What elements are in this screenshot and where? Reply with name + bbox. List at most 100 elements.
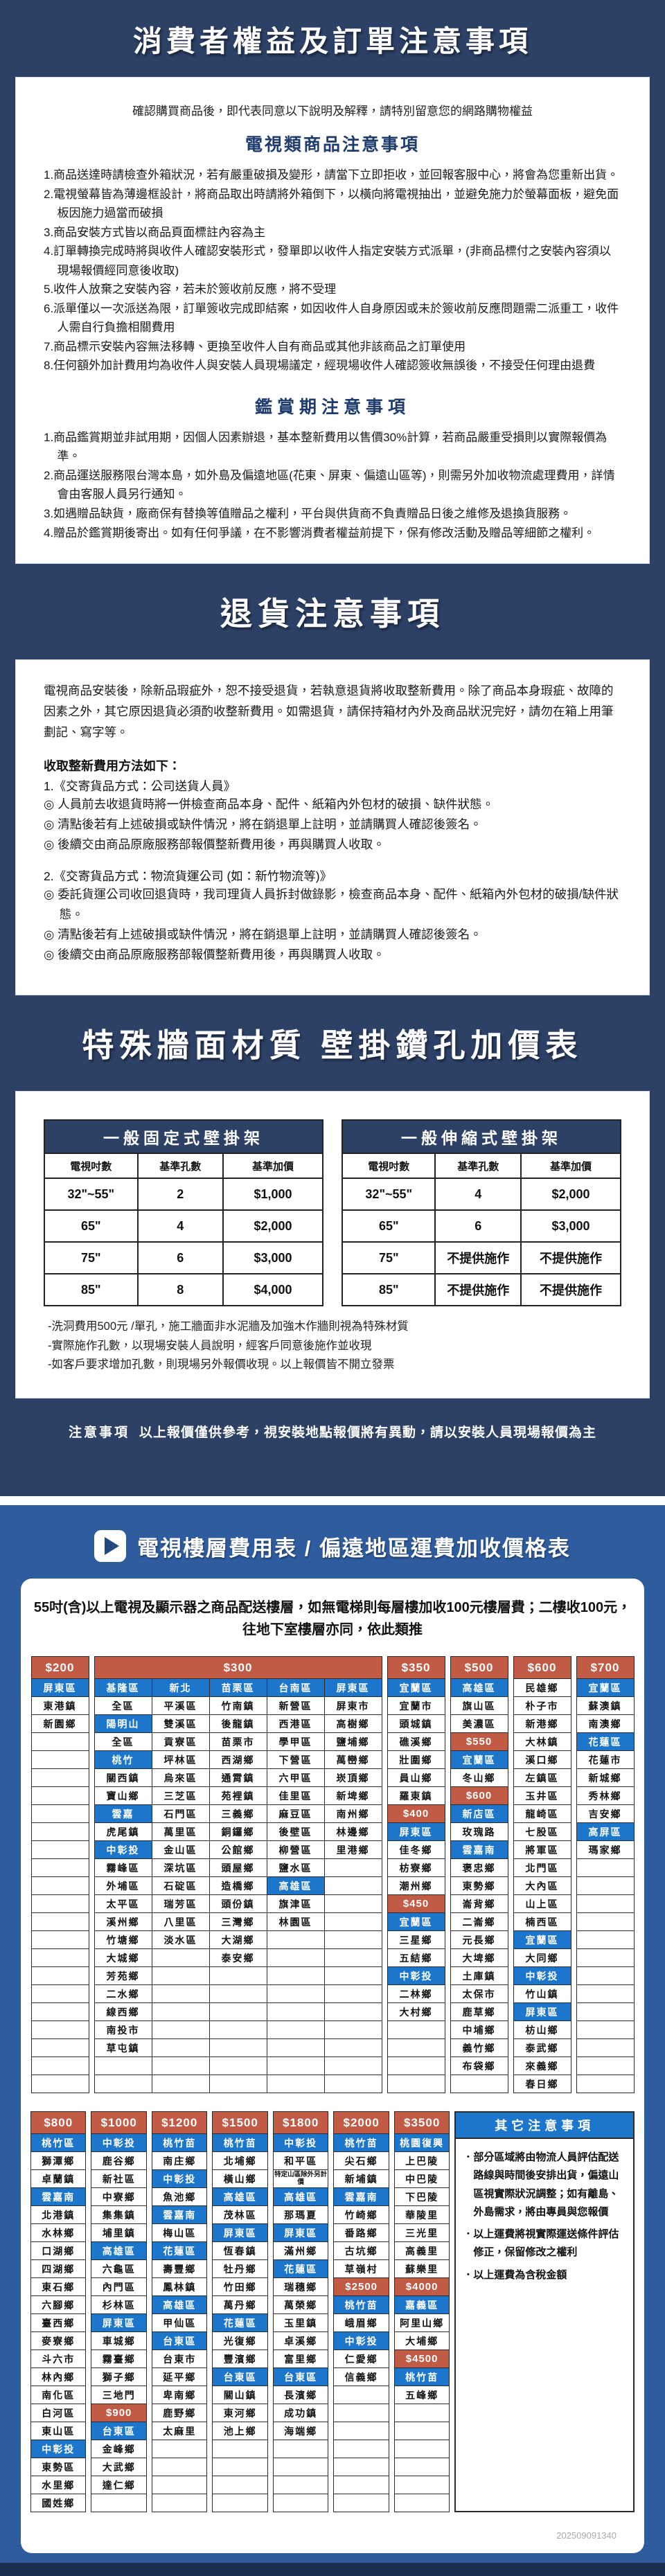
- fee-town-cell: 東山區: [30, 2422, 87, 2441]
- fee-town-cell: 牡丹鄉: [212, 2259, 268, 2279]
- fee-town-cell: 冬山鄉: [450, 1768, 508, 1788]
- fee-empty-cell: [323, 2020, 382, 2040]
- fee-region-cell: 高雄區: [212, 2187, 268, 2207]
- fee-town-cell: 六甲區: [266, 1768, 325, 1788]
- fee-town-cell: 布袋鄉: [450, 2057, 508, 2076]
- fee-town-cell: 台東市: [151, 2350, 208, 2369]
- refurbish-fee-heading: 收取整新費用方法如下：: [44, 759, 181, 774]
- fee-town-cell: 芳苑鄉: [94, 1966, 152, 1986]
- fee-town-cell: 大林鎮: [513, 1732, 571, 1752]
- play-triangle-icon: [105, 1537, 120, 1556]
- fee-region-cell: 中彰投: [272, 2133, 329, 2153]
- fee-empty-cell: [266, 1984, 325, 2004]
- fee-empty-cell: [266, 2057, 325, 2076]
- fee-empty-cell: [450, 2075, 508, 2094]
- fee-town-cell: 尖石鄉: [333, 2151, 389, 2171]
- fee-region-cell: 桃竹苗: [151, 2133, 208, 2153]
- fee-town-cell: 溪州鄉: [94, 1912, 152, 1932]
- fee-town-cell: 林內鄉: [30, 2368, 87, 2387]
- shipping-title-row: 電視樓層費用表 / 偏遠地區運費加收價格表: [0, 1505, 665, 1579]
- section-consumer-rights: 消費者權益及訂單注意事項 確認購買商品後，即代表同意以下說明及解釋，請特別留意您…: [0, 0, 665, 565]
- return-policy-box: 電視商品安裝後，除新品瑕疵外，恕不接受退貨，若執意退貨將收取整新費用。除了商品本…: [15, 659, 650, 996]
- wallmount-footnotes: -洗洞費用500元 /單孔，施工牆面非水泥牆及加強木作牆則視為特殊材質 -實際施作…: [48, 1317, 621, 1374]
- fee-empty-cell: [393, 2404, 450, 2423]
- fee-town-cell: 全區: [94, 1732, 152, 1752]
- fee-town-cell: 瑪家鄉: [576, 1840, 635, 1860]
- column-header: 基準加價: [520, 1153, 621, 1180]
- fee-town-cell: 大埤鄉: [450, 1948, 508, 1968]
- fee-town-cell: 草嶺村: [333, 2259, 389, 2279]
- fee-group-table: $2000 桃竹苗 尖石鄉 新埔鎮 雲嘉南 竹崎鄉 番路鄉 古坑鄉 草嶺村 $2500 桃竹苗 峨眉鄉…: [333, 2111, 389, 2513]
- fee-empty-cell: [323, 1894, 382, 1914]
- fee-empty-cell: [393, 2458, 450, 2477]
- fee-town-cell: 烏來區: [151, 1768, 210, 1788]
- list-item: 5.收件人放棄之安裝內容，若未於簽收前反應，將不受理: [44, 283, 337, 296]
- fee-town-cell: 後龍鎮: [209, 1714, 267, 1734]
- fee-town-cell: 鹿野鄉: [151, 2404, 208, 2423]
- fee-town-cell: 貢寮區: [151, 1732, 210, 1752]
- wallmount-tables: 一般固定式壁掛架 電視吋數 基準孔數 基準加價 32"~55" 2 $1,000 65" 4 $2…: [44, 1119, 621, 1307]
- fee-empty-cell: [576, 1876, 635, 1896]
- fee-empty-cell: [393, 2422, 450, 2441]
- fee-region-cell: 花蓮區: [212, 2313, 268, 2333]
- fee-empty-cell: [323, 1966, 382, 1986]
- fee-group-table: $600 民雄鄉 朴子市 新港鄉 大林鎮 溪口鄉 左鎮區 玉井區 龍崎區 七股區 將軍區 北門區 大內區…: [513, 1656, 571, 2094]
- fee-empty-cell: [576, 2057, 635, 2076]
- fee-empty-cell: [209, 1984, 267, 2004]
- fee-empty-cell: [333, 2458, 389, 2477]
- fee-town-cell: 中埔鄉: [450, 2020, 508, 2040]
- fee-empty-cell: [333, 2422, 389, 2441]
- fee-town-cell: 平溪區: [151, 1696, 210, 1716]
- fee-town-cell: 石門區: [151, 1804, 210, 1824]
- fee-town-cell: 宜蘭市: [387, 1696, 445, 1716]
- fee-region-cell: 雲嘉南: [30, 2187, 87, 2207]
- fee-region-cell: 宜蘭區: [387, 1912, 445, 1932]
- fee-town-cell: 三芝區: [151, 1786, 210, 1806]
- fee-town-cell: 美濃區: [450, 1714, 508, 1734]
- table-caption: 一般固定式壁掛架: [44, 1119, 323, 1155]
- fee-empty-cell: [151, 2020, 210, 2040]
- spacer: [44, 964, 621, 974]
- fee-town-cell: 和平區: [272, 2151, 329, 2171]
- fee-town-cell: 北港鎮: [30, 2205, 87, 2225]
- fee-town-cell: 頭份鎮: [209, 1894, 267, 1914]
- fee-town-cell: 國姓鄉: [30, 2494, 87, 2513]
- fee-town-cell: 光復鄉: [212, 2331, 268, 2351]
- fee-price-cell: $550: [450, 1732, 508, 1752]
- fee-empty-cell: [212, 2494, 268, 2513]
- fee-town-cell: 大內區: [513, 1876, 571, 1896]
- fee-town-cell: 頭屋鄉: [209, 1858, 267, 1878]
- fee-group-table: $1800 中彰投 和平區 特定山區除外另計價 高雄區 那瑪夏 屏東區 滿州鄉 花蓮區 瑞穗鄉 萬榮…: [272, 2111, 329, 2513]
- fee-town-cell: 頭城鎮: [387, 1714, 445, 1734]
- notice-text: 以上報價僅供參考，視安裝地點報價將有異動，請以安裝人員現場報價為主: [139, 1425, 597, 1441]
- fee-empty-cell: [333, 2494, 389, 2513]
- fee-region-cell: 桃園復興: [393, 2133, 450, 2153]
- fee-town-cell: 關西鎮: [94, 1768, 152, 1788]
- list-item: 3.如遇贈品缺貨，廠商保有替換等值贈品之權利，平台與供貨商不負責贈品日後之維修及…: [44, 506, 572, 520]
- fee-region-cell: 高雄區: [151, 2295, 208, 2315]
- fee-town-cell: 溪口鄉: [513, 1750, 571, 1770]
- fee-town-cell: 楠西區: [513, 1912, 571, 1932]
- table-cell: $3,000: [520, 1209, 621, 1243]
- fee-empty-cell: [576, 1912, 635, 1932]
- fee-town-cell: 東港鎮: [30, 1696, 89, 1716]
- fee-region-cell: 台南區: [266, 1678, 325, 1698]
- fee-town-cell: 外埔區: [94, 1876, 152, 1896]
- method-point: ◎ 後續交由商品原廠服務部報價整新費用後，再與購買人收取。: [44, 837, 385, 852]
- fee-town-cell: 阿里山鄉: [393, 2313, 450, 2333]
- fee-empty-cell: [30, 1858, 89, 1878]
- fee-town-cell: 全區: [94, 1696, 152, 1716]
- fee-town-cell: 礁溪鄉: [387, 1732, 445, 1752]
- fee-region-cell: 中彰投: [94, 1840, 152, 1860]
- fee-empty-cell: [576, 1948, 635, 1968]
- fee-region-cell: 台東區: [212, 2368, 268, 2387]
- table-cell: 65": [341, 1209, 436, 1243]
- fee-town-cell: 仁愛鄉: [333, 2350, 389, 2369]
- fee-town-cell: 羅東鎮: [387, 1786, 445, 1806]
- fee-empty-cell: [576, 2002, 635, 2022]
- fee-town-cell: 南化區: [30, 2386, 87, 2405]
- fee-empty-cell: [30, 1984, 89, 2004]
- fee-town-cell: 員山鄉: [387, 1768, 445, 1788]
- list-item: 6.派單僅以一次派送為限，訂單簽收完成即結案，如因收件人自身原因或未於簽收前反應…: [44, 301, 619, 335]
- fee-empty-cell: [209, 2057, 267, 2076]
